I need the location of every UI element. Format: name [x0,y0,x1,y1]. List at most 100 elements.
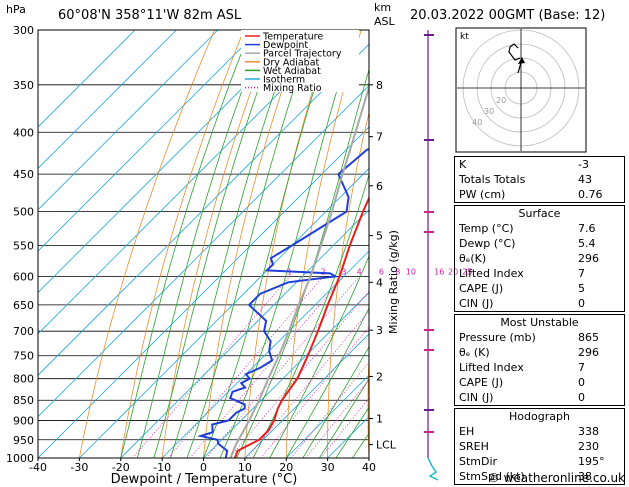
pressure-tick-label: 500 [13,206,34,219]
pressure-tick-label: 850 [13,394,34,407]
most-unstable-value: 296 [578,345,624,360]
most-unstable-key: θₑ (K) [455,345,490,360]
hodograph-stat-key: StmSpd (kt) [455,469,525,484]
most-unstable-row: Pressure (mb) 865 [455,330,624,345]
surface-row: Dewp (°C) 5.4 [455,236,624,251]
hodograph-ring-label: 40 [472,118,482,127]
hodograph-stat-value: 230 [578,439,624,454]
x-axis-title: Dewpoint / Temperature (°C) [111,472,298,486]
pressure-tick-label: 450 [13,168,34,181]
altitude-tick-label: 2 [376,370,383,383]
hodograph-stats-title: Hodograph [455,409,624,424]
surface-row: Lifted Index 7 [455,266,624,281]
surface-key: Dewp (°C) [455,236,515,251]
altitude-tick-label: 1 [376,413,383,426]
wet-adiabat [137,30,264,458]
pressure-tick-label: 600 [13,270,34,283]
most-unstable-row: CIN (J) 0 [455,390,624,405]
hodograph-ring-label: 20 [496,96,506,105]
hodograph-stat-value: 195° [578,454,624,469]
index-value: 43 [578,172,624,187]
index-key: PW (cm) [455,187,505,202]
surface-row: CIN (J) 0 [455,296,624,311]
pressure-tick-label: 800 [13,373,34,386]
pressure-tick-label: 950 [13,434,34,447]
pressure-unit-label: hPa [6,3,26,16]
index-key: Totals Totals [455,172,525,187]
mixing-ratio-label: 10 [406,267,416,276]
surface-title: Surface [455,206,624,221]
pressure-tick-label: 300 [13,24,34,37]
surface-key: Lifted Index [455,266,524,281]
altitude-tick-label: LCL [376,439,397,452]
mixing-ratio-label: 4 [357,267,362,276]
mixing-ratio-line [247,276,398,458]
isotherm [0,30,342,458]
hodograph-stat-row: StmSpd (kt)38 [455,469,624,484]
altitude-tick-label: 8 [376,79,383,92]
altitude-tick-label: 6 [376,180,383,193]
surface-row: CAPE (J)5 [455,281,624,296]
most-unstable-key: CIN (J) [455,390,493,405]
isotherm [0,30,259,458]
series-parcel-trajectory [230,30,391,458]
most-unstable-key: Pressure (mb) [455,330,536,345]
pressure-tick-label: 550 [13,239,34,252]
surface-value: 5.4 [578,236,624,251]
pressure-tick-label: 750 [13,350,34,363]
hodograph-unit-label: kt [460,32,469,42]
wet-adiabat [286,30,482,458]
surface-value: 0 [578,296,624,311]
x-tick-label: -40 [29,461,47,474]
station-location: 60°08'N 358°11'W 82m ASL [58,8,242,23]
pressure-tick-label: 900 [13,415,34,428]
altitude-tick-label: 5 [376,230,383,243]
pressure-tick-label: 350 [13,79,34,92]
most-unstable-key: Lifted Index [455,360,524,375]
surface-row: Temp (°C)7.6 [455,221,624,236]
hodograph-stat-row: EH 338 [455,424,624,439]
index-value: 0.76 [578,187,624,202]
pressure-axis: 3003504004505005506006507007508008509009… [6,24,34,465]
mixing-ratio-label: 6 [379,267,384,276]
most-unstable-value: 7 [578,360,624,375]
series-temperature [235,30,433,458]
pressure-tick-label: 700 [13,325,34,338]
surface-value: 296 [578,251,624,266]
legend-label: Mixing Ratio [263,83,322,94]
altitude-unit-asl: ASL [374,15,396,28]
altitude-unit-km: km [374,1,391,14]
sounding-datetime: 20.03.2022 00GMT (Base: 12) [410,8,605,23]
hodograph-stat-key: EH [455,424,474,439]
altitude-tick-label: 4 [376,276,383,289]
surface-wind-barb [428,458,438,480]
most-unstable-row: CAPE (J)0 [455,375,624,390]
hodograph-stat-key: StmDir [455,454,497,469]
altitude-tick-label: 3 [376,324,383,337]
dry-adiabat [79,30,214,458]
most-unstable-value: 0 [578,375,624,390]
surface-value: 7 [578,266,624,281]
isotherm [0,30,425,458]
mixing-ratio-label: 16 [434,267,444,276]
pressure-tick-label: 650 [13,299,34,312]
surface-key: Temp (°C) [455,221,514,236]
mixing-ratio-label: 2 [321,267,326,276]
surface-key: CIN (J) [455,296,493,311]
index-value: -3 [578,157,624,172]
mixing-ratio-axis-title: Mixing Ratio (g/kg) [387,230,400,334]
mixing-ratio-line [133,276,290,458]
most-unstable-value: 865 [578,330,624,345]
hodograph-stat-value: 338 [578,424,624,439]
most-unstable-value: 0 [578,390,624,405]
index-row: PW (cm) 0.76 [455,187,624,202]
most-unstable-row: θₑ (K) 296 [455,345,624,360]
hodograph-ring-label: 30 [484,107,494,116]
